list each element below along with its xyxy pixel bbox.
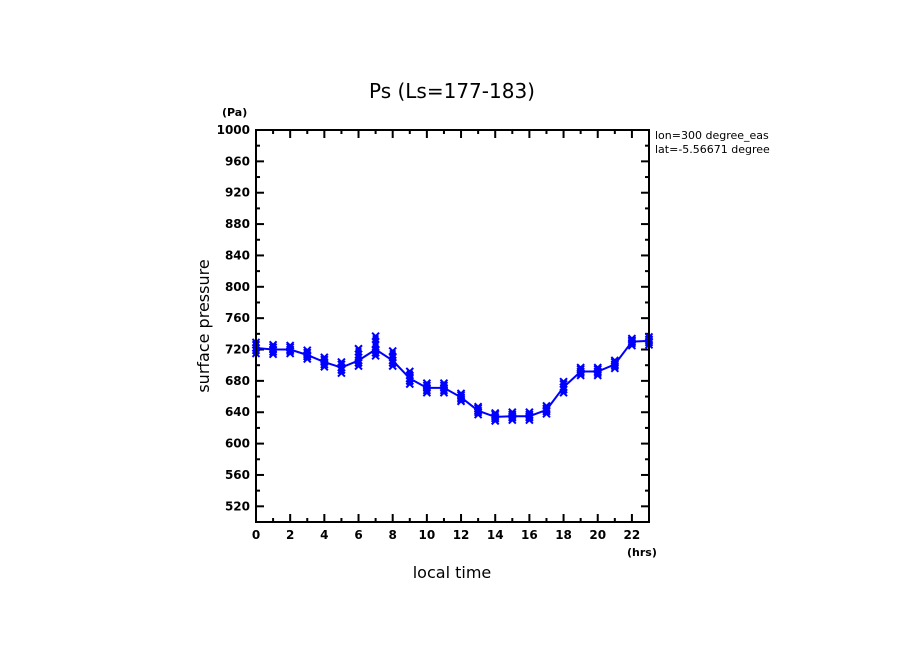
x-axis-unit: (hrs)	[627, 546, 657, 559]
y-tick-label: 880	[225, 217, 250, 231]
y-axis-title: surface pressure	[194, 259, 213, 392]
marker-cluster	[355, 347, 362, 367]
marker-cluster	[321, 356, 328, 368]
x-tick-label: 16	[521, 528, 538, 542]
data-point	[610, 356, 620, 373]
x-tick-label: 8	[389, 528, 397, 542]
data-point	[559, 377, 568, 397]
marker-cluster	[577, 366, 584, 377]
y-tick-label: 680	[225, 374, 250, 388]
plot-frame	[255, 129, 650, 523]
marker-cluster	[423, 382, 430, 394]
y-axis-unit: (Pa)	[222, 106, 247, 119]
y-tick-label: 720	[225, 343, 250, 357]
data-point	[525, 408, 534, 425]
chart-title: Ps (Ls=177-183)	[369, 79, 535, 103]
marker-cluster	[458, 392, 465, 403]
marker-cluster	[475, 405, 482, 416]
data-point	[268, 340, 278, 359]
data-point	[491, 408, 500, 426]
x-tick-label: 10	[419, 528, 436, 542]
data-point	[473, 402, 483, 419]
x-tick-label: 2	[286, 528, 294, 542]
annotation-lat: lat=-5.56671 degree	[655, 143, 770, 156]
data-point	[337, 357, 346, 378]
y-tick-label: 560	[225, 468, 250, 482]
marker-cluster	[492, 412, 499, 422]
y-tick-label: 800	[225, 280, 250, 294]
marker-cluster	[406, 370, 413, 386]
marker-cluster	[287, 344, 294, 355]
x-tick-label: 20	[589, 528, 606, 542]
marker-cluster	[526, 411, 533, 422]
axis-ticks	[255, 129, 650, 523]
data-point	[388, 346, 397, 371]
y-tick-label: 760	[225, 311, 250, 325]
series-ps	[251, 331, 654, 426]
marker-cluster	[372, 335, 379, 357]
annotation-lon: lon=300 degree_eas	[655, 129, 769, 142]
x-tick-label: 0	[252, 528, 260, 542]
y-tick-labels: 520 560 600 640 680 720 760 800 840 880 920 960 1000	[217, 123, 250, 513]
data-point	[285, 341, 295, 358]
x-axis-title: local time	[413, 563, 492, 582]
data-point	[439, 379, 449, 397]
marker-cluster	[389, 350, 396, 367]
x-tick-label: 4	[320, 528, 328, 542]
x-tick-label: 12	[453, 528, 470, 542]
marker-cluster	[338, 361, 345, 375]
y-tick-label: 640	[225, 405, 250, 419]
data-point	[303, 346, 312, 364]
marker-cluster	[440, 382, 447, 394]
y-tick-label: 960	[225, 154, 250, 168]
x-tick-label: 6	[354, 528, 362, 542]
data-point	[320, 353, 329, 371]
marker-cluster	[509, 411, 516, 422]
x-tick-label: 22	[624, 528, 641, 542]
y-tick-label: 600	[225, 437, 250, 451]
data-point	[456, 389, 466, 406]
series-line	[255, 339, 650, 418]
marker-cluster	[270, 343, 277, 356]
y-tick-label: 520	[225, 499, 250, 513]
y-tick-label: 920	[225, 186, 250, 200]
data-point	[405, 367, 414, 389]
x-tick-label: 14	[487, 528, 504, 542]
data-point	[627, 334, 637, 350]
y-tick-label: 840	[225, 248, 250, 262]
marker-cluster	[594, 366, 601, 377]
data-point	[508, 408, 517, 425]
x-tick-label: 18	[555, 528, 572, 542]
data-point	[542, 401, 551, 419]
data-point	[576, 363, 585, 380]
x-tick-labels: 0 2 4 6 8 10 12 14 16 18 20 22	[252, 528, 640, 542]
marker-cluster	[304, 349, 311, 360]
marker-cluster	[628, 337, 635, 347]
marker-cluster	[560, 380, 567, 394]
data-point	[371, 331, 380, 360]
data-point	[422, 379, 432, 397]
marker-cluster	[611, 359, 618, 370]
data-point	[593, 363, 602, 380]
y-tick-label: 1000	[217, 123, 250, 137]
marker-cluster	[543, 404, 550, 415]
data-point	[354, 344, 363, 371]
